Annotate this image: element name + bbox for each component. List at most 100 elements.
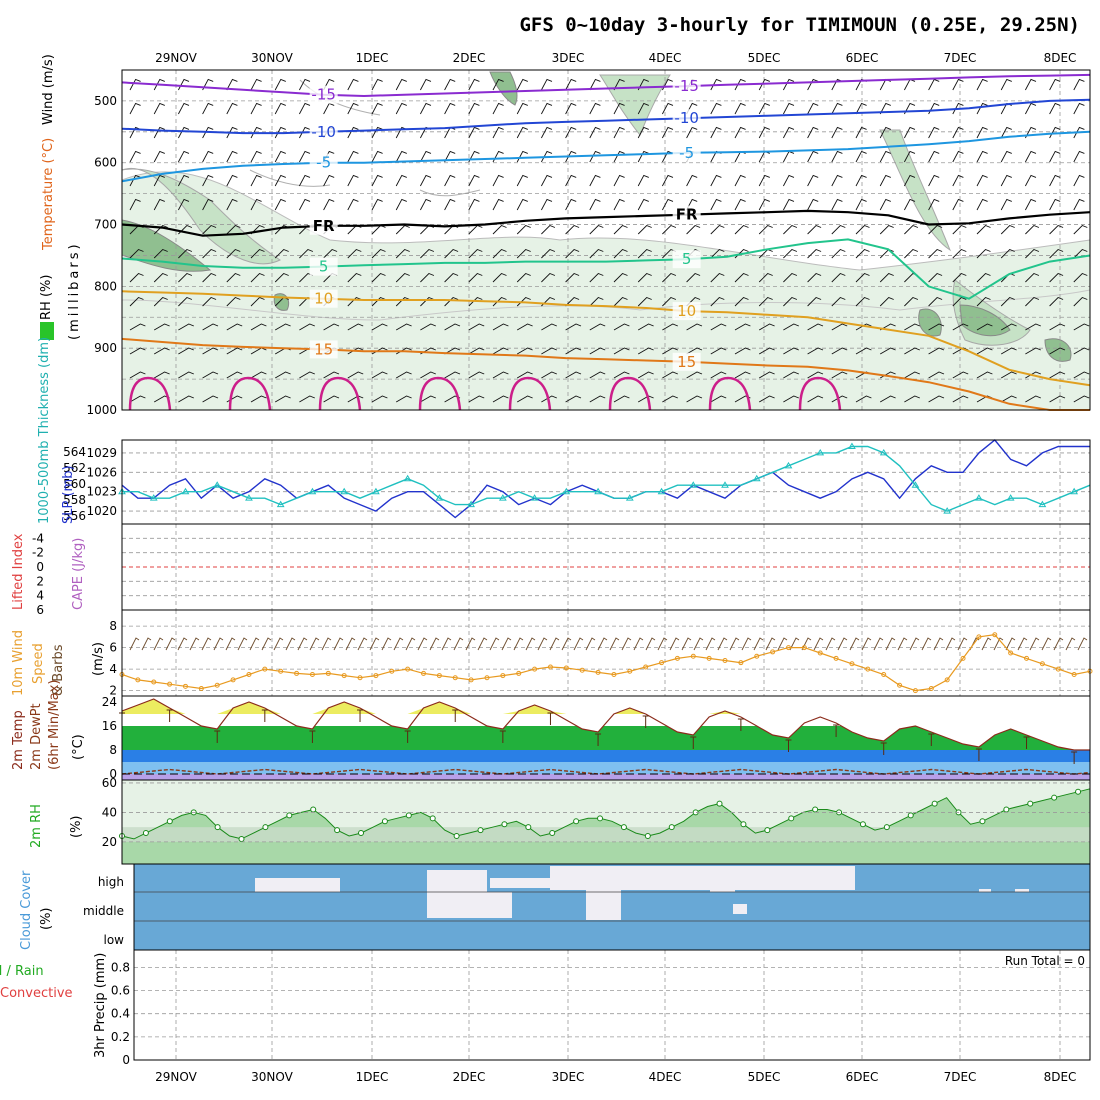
temp-line [121, 698, 1090, 751]
wind10m-barb [597, 637, 608, 651]
wind-barb [928, 371, 945, 379]
wind10m-barb [1065, 637, 1076, 651]
wind-barb [807, 272, 822, 283]
wind-barb [613, 323, 630, 331]
precip-tick: 0.2 [111, 1030, 130, 1044]
wind-speed-marker [659, 660, 665, 666]
rh2m-marker [716, 800, 723, 807]
wind-barb [1073, 198, 1085, 211]
temperature-contour-label-bg [672, 205, 701, 224]
cloud-cover-tick: low [104, 933, 125, 947]
temperature-contour-label-bg [309, 122, 338, 141]
wind-barb [952, 150, 964, 163]
temp-minmax-marker [309, 730, 316, 743]
wind-barb [904, 224, 919, 235]
wind-speed-marker [770, 649, 776, 655]
wind-speed-marker [897, 682, 903, 688]
wind10m-barb [261, 637, 272, 651]
wind-barb [420, 395, 436, 403]
wind-speed-marker [833, 655, 839, 661]
temp-band-0 [122, 774, 1090, 780]
wind10m-barb [129, 637, 140, 651]
wind-barb [129, 347, 146, 355]
wind-barb [541, 347, 557, 355]
wind-barb [855, 126, 867, 139]
wind10m-barb [189, 637, 200, 651]
wind-barb [637, 102, 649, 115]
rh2m-marker [573, 818, 580, 825]
wind10m-barb [921, 637, 932, 651]
wind10m-unit-label: (m/s) [91, 642, 106, 676]
wind-barb [323, 323, 340, 331]
wind-barb [299, 126, 311, 139]
wind-barb [879, 224, 894, 235]
wind-barb [541, 248, 556, 259]
wind-frame [121, 609, 1091, 697]
wind-barb [904, 248, 919, 259]
wind10m-barb [645, 637, 656, 651]
rh2m-marker [429, 815, 436, 822]
wind-barb [129, 198, 141, 211]
wind-barb [516, 224, 531, 235]
wind-speed-marker [452, 675, 458, 681]
wind-speed-marker [754, 653, 760, 659]
wind-barb [468, 102, 480, 115]
rh-shade-west-dark [121, 219, 212, 272]
rh-contour-line-1 [249, 169, 331, 187]
wind10m-barb [909, 637, 920, 651]
wind-barb [855, 248, 870, 259]
wind-speed-marker [928, 685, 934, 691]
wind-barb [347, 371, 364, 379]
wind-barb [1000, 150, 1012, 163]
precip-total-label: Total / Rain [0, 964, 44, 979]
wind-barb [274, 371, 291, 379]
wind-barb [468, 78, 480, 91]
cloud-cover-speck [1015, 889, 1029, 892]
wind-barb [976, 248, 991, 259]
wind-barb [395, 296, 410, 307]
wind10m-barb [417, 637, 428, 651]
wind-barb [758, 371, 775, 379]
wind-barb [395, 272, 410, 283]
wind-barb [710, 248, 725, 259]
rh2m-marker [525, 824, 532, 831]
wind-speed-marker [611, 672, 617, 677]
temperature-contour-label: -10 [311, 123, 336, 141]
wind-barb [347, 323, 364, 331]
wind10m-barb [813, 637, 824, 651]
rh-label: RH (%) [39, 275, 54, 320]
wind-barb [541, 78, 553, 91]
rh2m-marker [883, 824, 890, 831]
wind10m-barb [777, 637, 788, 651]
wind-barb [565, 323, 582, 331]
wind-barb [734, 323, 751, 331]
wind-barb [637, 347, 654, 355]
wind-barb [879, 272, 894, 283]
temperature-contour-20-bump [798, 376, 842, 411]
wind-barb [299, 248, 314, 259]
wind-barb [444, 323, 461, 331]
temp-unit-label: (°C) [71, 734, 86, 760]
wind-barb [904, 174, 916, 187]
wind-barb [250, 102, 262, 115]
wind-barb [637, 126, 649, 139]
wind10m-barb [141, 637, 152, 651]
wind-speed-marker [801, 645, 807, 651]
rh2m-marker [238, 835, 245, 842]
wind-barb [807, 102, 819, 115]
upper-air-ytick: 500 [94, 94, 117, 108]
wind-barb [1049, 198, 1061, 211]
wind-barb [952, 395, 969, 403]
wind10m-barb [213, 637, 224, 651]
thickness-tick: 560 [63, 477, 86, 491]
thickness-marker [372, 487, 380, 495]
wind-barb [371, 198, 383, 211]
wind-barb [758, 174, 770, 187]
wind-barb [710, 174, 722, 187]
wind-barb [589, 198, 601, 211]
temp-minmax-marker [737, 718, 744, 731]
thickness-series-line [122, 445, 1091, 512]
wind-barb [395, 248, 410, 259]
wind-barb [613, 248, 628, 259]
wind10m-barb [201, 637, 212, 651]
